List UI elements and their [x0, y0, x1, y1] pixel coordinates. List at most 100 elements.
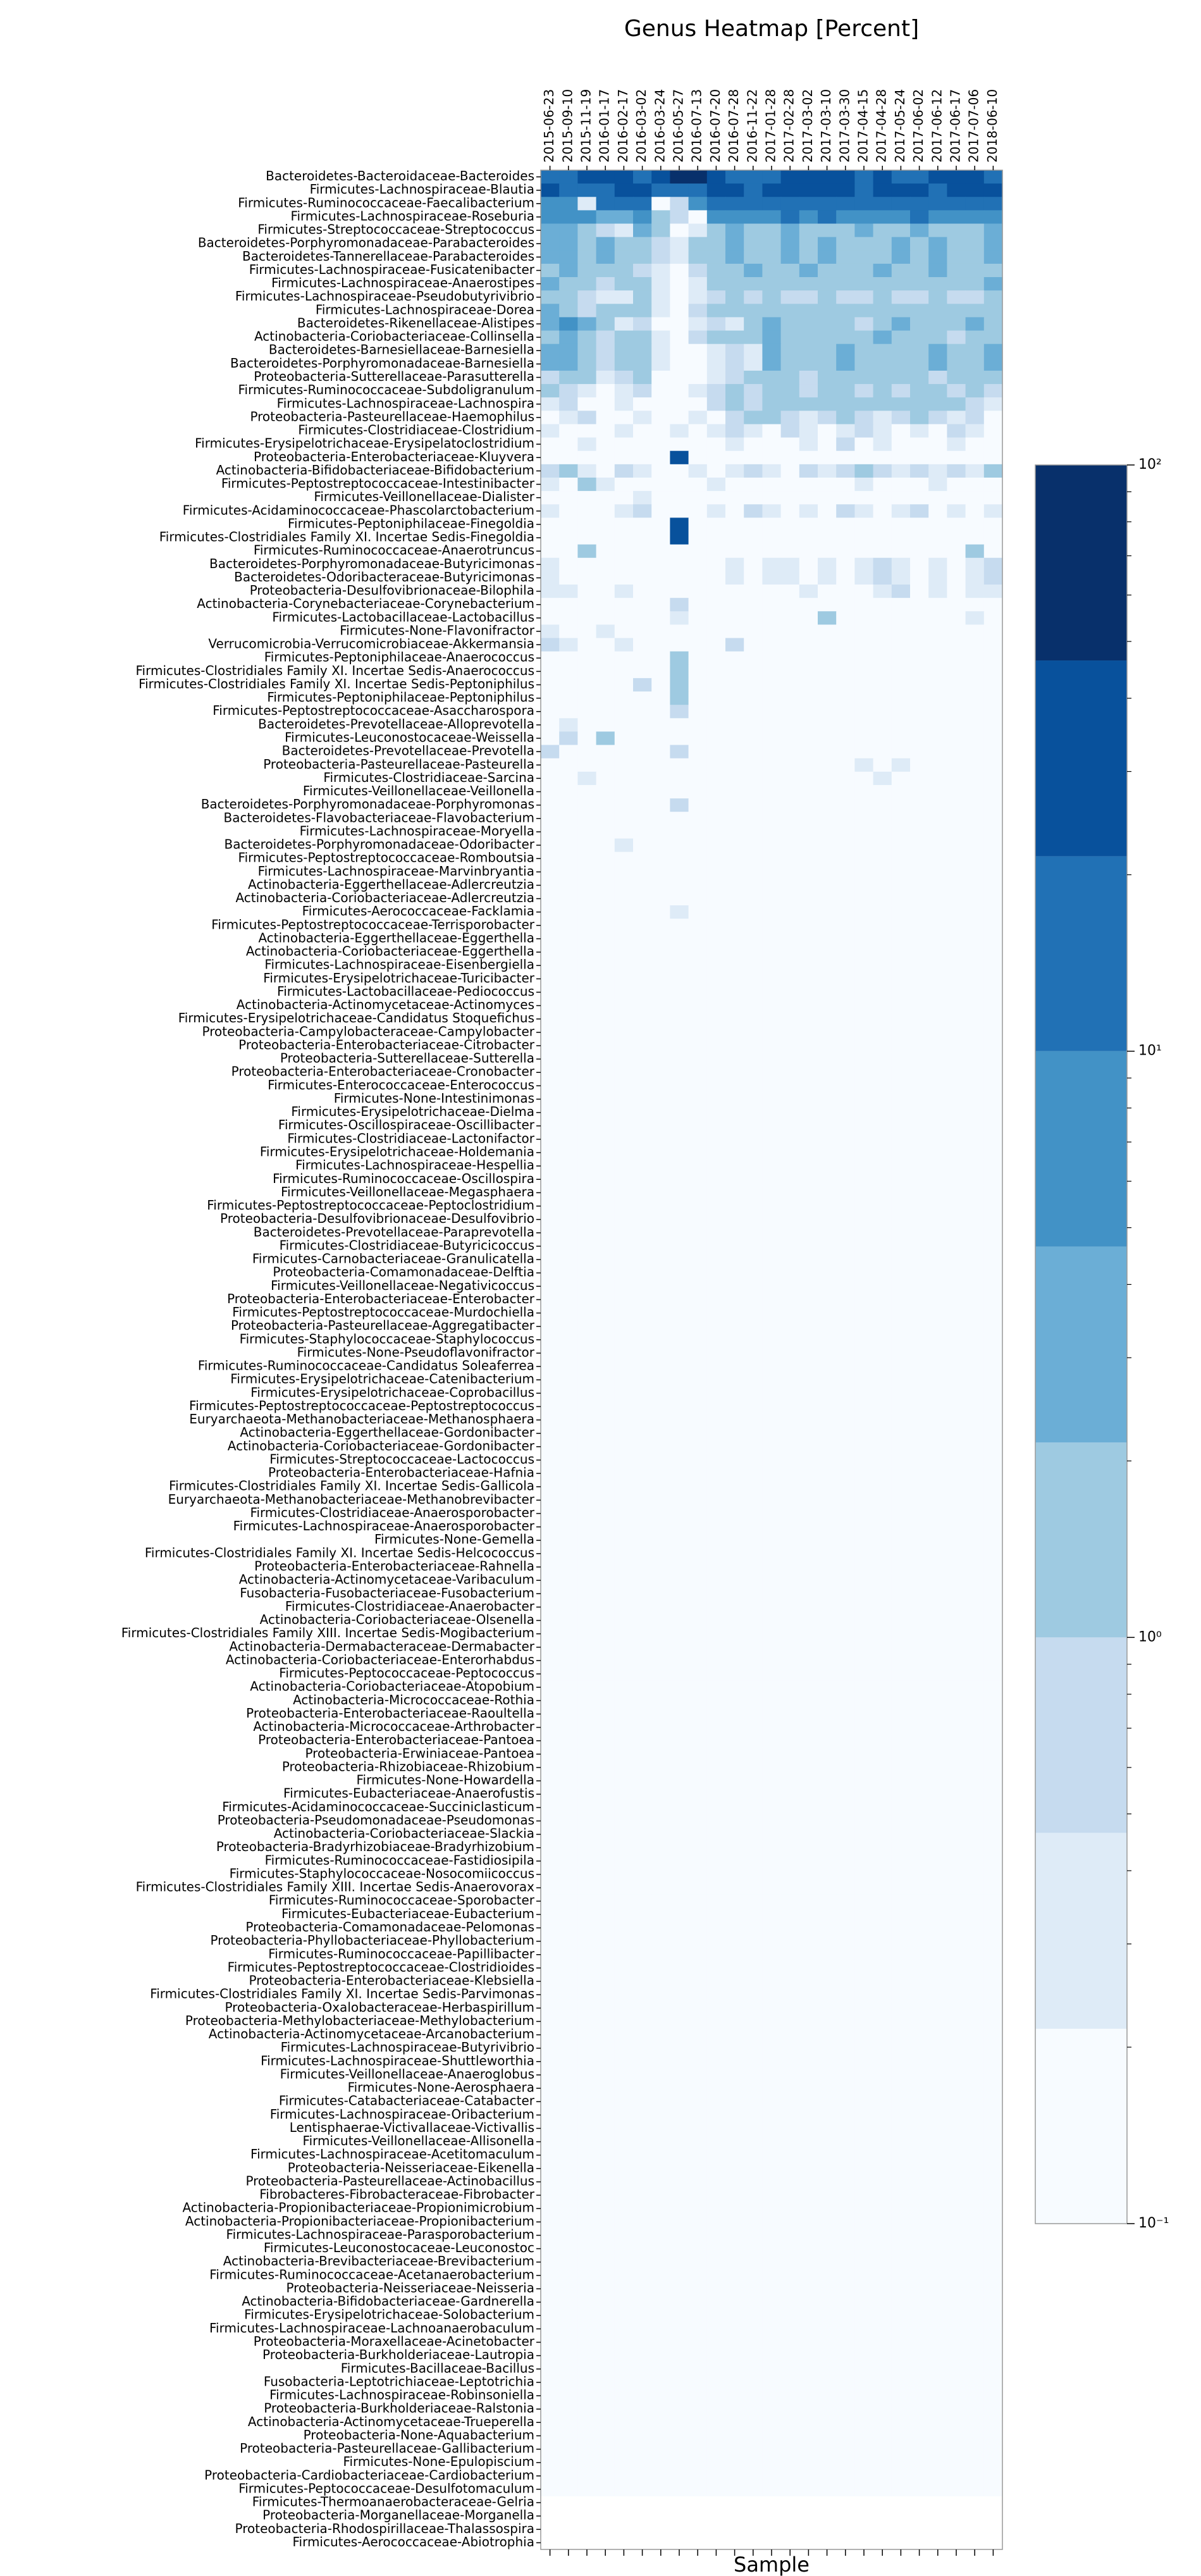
heatmap-cell: [725, 464, 744, 478]
y-tick-label: Firmicutes-Acidaminococcaceae-Succinicla…: [222, 1799, 534, 1814]
heatmap-cell: [818, 2121, 837, 2136]
heatmap-cell: [706, 2068, 726, 2083]
heatmap-cell: [725, 531, 744, 545]
colorbar-band: [1035, 660, 1127, 857]
heatmap-cell: [706, 891, 726, 906]
y-tick-label: Proteobacteria-Pasteurellaceae-Aggregati…: [231, 1318, 535, 1333]
heatmap-cell: [983, 2095, 1003, 2109]
heatmap-cell: [910, 277, 929, 291]
heatmap-cell: [633, 1720, 652, 1735]
heatmap-cell: [725, 370, 744, 385]
heatmap-cell: [633, 1894, 652, 1909]
heatmap-cell: [725, 1961, 744, 1976]
heatmap-cell: [706, 210, 726, 225]
heatmap-cell: [651, 891, 670, 906]
heatmap-cell: [725, 1907, 744, 1922]
heatmap-cell: [854, 1292, 874, 1307]
heatmap-cell: [799, 812, 818, 826]
heatmap-cell: [910, 1948, 929, 1962]
heatmap-cell: [577, 1800, 597, 1815]
heatmap-cell: [744, 1399, 763, 1414]
heatmap-cell: [614, 1239, 634, 1254]
heatmap-cell: [744, 2389, 763, 2403]
heatmap-cell: [891, 2308, 911, 2323]
heatmap-cell: [891, 2282, 911, 2296]
heatmap-cell: [910, 1734, 929, 1748]
heatmap-cell: [633, 2108, 652, 2122]
heatmap-cell: [854, 2269, 874, 2283]
heatmap-cell: [596, 1399, 615, 1414]
heatmap-cell: [780, 2095, 800, 2109]
heatmap-cell: [725, 1399, 744, 1414]
heatmap-cell: [725, 317, 744, 331]
heatmap-cell: [541, 1132, 560, 1147]
heatmap-cell: [614, 263, 634, 278]
y-tick-label: Firmicutes-Clostridiales Family XI. Ince…: [145, 1545, 534, 1560]
heatmap-cell: [983, 197, 1003, 211]
heatmap-cell: [541, 437, 560, 452]
heatmap-cell: [559, 1881, 578, 1895]
heatmap-cell: [836, 2201, 855, 2216]
heatmap-cell: [762, 517, 782, 532]
heatmap-cell: [688, 2362, 708, 2376]
heatmap-cell: [725, 678, 744, 692]
heatmap-cell: [928, 1988, 947, 2002]
y-tick-label: Proteobacteria-Pseudomonadaceae-Pseudomo…: [218, 1812, 534, 1828]
heatmap-cell: [818, 651, 837, 666]
y-tick-label: Proteobacteria-Enterobacteriaceae-Rahnel…: [254, 1559, 534, 1574]
heatmap-cell: [596, 1039, 615, 1053]
y-tick-label: Actinobacteria-Bifidobacteriaceae-Gardne…: [242, 2294, 534, 2309]
heatmap-cell: [725, 651, 744, 666]
heatmap-cell: [873, 624, 892, 639]
heatmap-cell: [725, 1881, 744, 1895]
heatmap-cell: [873, 758, 892, 772]
heatmap-cell: [651, 197, 670, 211]
heatmap-cell: [706, 2121, 726, 2136]
heatmap-cell: [780, 2028, 800, 2042]
heatmap-cell: [744, 1881, 763, 1895]
heatmap-cell: [965, 1453, 985, 1468]
heatmap-cell: [688, 2255, 708, 2269]
heatmap-cell: [983, 317, 1003, 331]
heatmap-cell: [541, 1520, 560, 1534]
heatmap-cell: [614, 491, 634, 505]
heatmap-cell: [614, 2095, 634, 2109]
heatmap-cell: [947, 1734, 966, 1748]
heatmap-cell: [651, 223, 670, 238]
heatmap-cell: [725, 1373, 744, 1387]
heatmap-cell: [725, 1867, 744, 1882]
heatmap-cell: [541, 1948, 560, 1962]
heatmap-cell: [965, 2335, 985, 2350]
heatmap-cell: [744, 2469, 763, 2483]
heatmap-cell: [854, 999, 874, 1013]
heatmap-cell: [873, 2148, 892, 2162]
heatmap-cell: [983, 1253, 1003, 1267]
heatmap-cell: [928, 1039, 947, 1053]
heatmap-cell: [983, 1680, 1003, 1695]
heatmap-cell: [596, 2335, 615, 2350]
heatmap-cell: [725, 758, 744, 772]
heatmap-cell: [983, 2469, 1003, 2483]
heatmap-cell: [596, 771, 615, 786]
heatmap-cell: [633, 370, 652, 385]
y-tick-label: Firmicutes-None-Epulopiscium: [343, 2454, 534, 2469]
heatmap-cell: [854, 1266, 874, 1280]
y-tick-label: Bacteroidetes-Prevotellaceae-Prevotella: [282, 743, 534, 759]
heatmap-cell: [965, 1119, 985, 1133]
heatmap-cell: [983, 1493, 1003, 1508]
heatmap-cell: [947, 1346, 966, 1361]
heatmap-cell: [818, 317, 837, 331]
heatmap-cell: [577, 1493, 597, 1508]
heatmap-cell: [873, 1627, 892, 1641]
heatmap-cell: [744, 571, 763, 585]
heatmap-cell: [928, 1119, 947, 1133]
heatmap-cell: [965, 2068, 985, 2083]
heatmap-cell: [614, 2469, 634, 2483]
heatmap-cell: [706, 2442, 726, 2456]
heatmap-cell: [799, 1359, 818, 1374]
heatmap-cell: [799, 1800, 818, 1815]
x-tick-label: 2017-05-24: [892, 89, 908, 163]
heatmap-cell: [965, 758, 985, 772]
heatmap-cell: [873, 1560, 892, 1575]
heatmap-cell: [780, 1386, 800, 1401]
